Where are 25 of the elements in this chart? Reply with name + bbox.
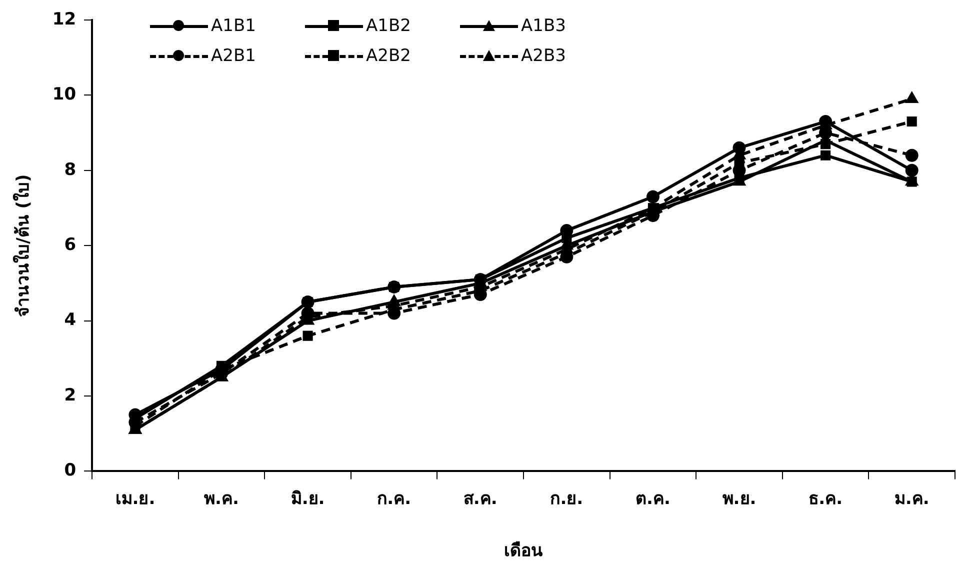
x-tick-label: ก.ย. <box>550 488 584 509</box>
y-tick-label: 6 <box>64 235 76 256</box>
legend-label: A1B1 <box>211 16 256 36</box>
x-tick-label: มิ.ย. <box>290 488 325 509</box>
y-tick-label: 8 <box>64 160 76 180</box>
x-tick-label: เม.ย. <box>115 488 156 509</box>
legend-label: A1B3 <box>521 16 566 36</box>
y-tick-label: 4 <box>64 310 76 330</box>
x-tick-label: ส.ค. <box>463 488 498 509</box>
y-axis-title: จำนวนใบ/ต้น (ใบ) <box>12 174 34 317</box>
x-tick-label: ต.ค. <box>636 488 670 509</box>
legend-label: A2B2 <box>366 46 411 66</box>
legend-label: A2B1 <box>211 46 256 66</box>
y-tick-label: 10 <box>52 84 76 105</box>
y-tick-label: 0 <box>64 460 76 481</box>
x-tick-label: ธ.ค. <box>808 488 843 509</box>
legend-label: A1B2 <box>366 16 411 36</box>
x-tick-label: ก.ค. <box>377 488 412 509</box>
y-tick-label: 12 <box>52 9 76 30</box>
x-tick-label: พ.ย. <box>722 488 756 509</box>
x-axis-title: เดือน <box>504 540 544 562</box>
x-tick-label: ม.ค. <box>894 488 930 509</box>
legend-label: A2B3 <box>521 46 566 66</box>
x-tick-label: พ.ค. <box>204 488 239 509</box>
y-tick-label: 2 <box>64 385 76 406</box>
